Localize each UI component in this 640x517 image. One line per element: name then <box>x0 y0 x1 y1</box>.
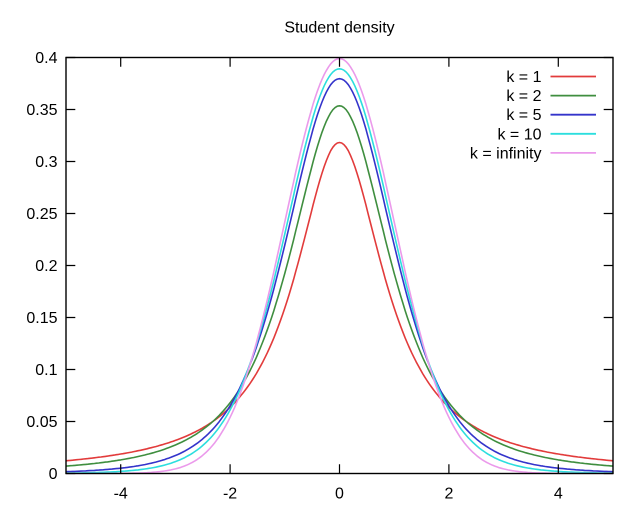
svg-text:0.25: 0.25 <box>26 206 57 223</box>
svg-text:k = infinity: k = infinity <box>470 145 542 162</box>
svg-text:-2: -2 <box>223 485 237 502</box>
svg-text:k = 2: k = 2 <box>506 88 541 105</box>
svg-text:Student density: Student density <box>284 20 394 37</box>
svg-text:2: 2 <box>444 485 453 502</box>
svg-text:0: 0 <box>49 466 58 483</box>
svg-text:-4: -4 <box>114 485 128 502</box>
svg-text:0.2: 0.2 <box>35 258 57 275</box>
svg-text:0.15: 0.15 <box>26 310 57 327</box>
svg-text:k = 10: k = 10 <box>497 126 541 143</box>
svg-text:0.1: 0.1 <box>35 362 57 379</box>
svg-text:0: 0 <box>335 485 344 502</box>
svg-text:k = 5: k = 5 <box>506 107 541 124</box>
svg-text:0.35: 0.35 <box>26 102 57 119</box>
svg-text:4: 4 <box>554 485 563 502</box>
svg-text:k = 1: k = 1 <box>506 69 541 86</box>
svg-text:0.3: 0.3 <box>35 154 57 171</box>
svg-text:0.4: 0.4 <box>35 50 57 67</box>
svg-text:0.05: 0.05 <box>26 414 57 431</box>
